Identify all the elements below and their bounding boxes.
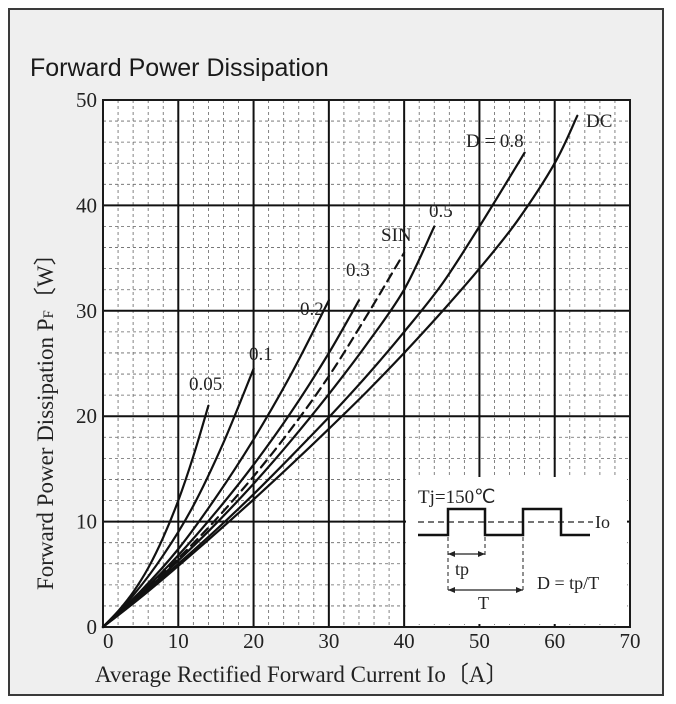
series-line-5	[101, 225, 436, 629]
series-line-7	[101, 114, 579, 629]
y-tick-label: 30	[76, 299, 97, 323]
y-axis-label: Forward Power Dissipation PF〔W〕	[33, 242, 58, 590]
x-tick-labels: 0 10 20 30 40 50 60 70	[103, 629, 641, 653]
y-tick-label: 10	[76, 510, 97, 534]
y-tick-label: 0	[87, 615, 98, 639]
inset-io-label: Io	[595, 512, 610, 532]
series-line-6	[101, 151, 526, 629]
inset-pulse-waveform	[418, 507, 590, 537]
inset-t-arrowhead-left	[448, 587, 455, 593]
series-line-1	[101, 367, 255, 629]
duty-cycle-inset: Tj=150℃ Io tp T D = tp/T	[406, 477, 627, 624]
inset-tp-arrowhead-right	[478, 551, 485, 557]
series-label-sin: SIN	[381, 225, 412, 246]
chart-title: Forward Power Dissipation	[30, 54, 329, 82]
series-lines	[101, 114, 579, 629]
y-tick-label: 40	[76, 193, 97, 217]
series-label-0.5: 0.5	[429, 201, 453, 222]
inset-duty-formula: D = tp/T	[537, 573, 599, 593]
x-tick-label: 60	[544, 629, 565, 653]
series-line-3	[101, 299, 361, 629]
y-tick-label: 50	[76, 88, 97, 112]
series-line-2	[101, 299, 330, 629]
x-tick-label: 30	[318, 629, 339, 653]
y-tick-label: 20	[76, 404, 97, 428]
inset-temperature-label: Tj=150℃	[418, 487, 495, 508]
inset-background	[406, 477, 627, 624]
x-tick-label: 10	[168, 629, 189, 653]
inset-t-arrowhead-right	[516, 587, 523, 593]
x-tick-label: 20	[243, 629, 264, 653]
plot-border	[102, 99, 631, 628]
series-label-dc: DC	[586, 111, 612, 132]
x-tick-label: 40	[394, 629, 415, 653]
x-tick-label: 0	[103, 629, 114, 653]
y-tick-labels: 0 10 20 30 40 50	[76, 88, 97, 639]
series-label-0.1: 0.1	[249, 344, 273, 365]
series-label-0.2: 0.2	[300, 299, 324, 320]
inset-period-label: T	[478, 593, 489, 613]
x-tick-label: 50	[469, 629, 490, 653]
series-label-0.05: 0.05	[189, 374, 222, 395]
inset-tp-arrowhead-left	[448, 551, 455, 557]
series-label-d08: D = 0.8	[466, 131, 524, 152]
x-tick-label: 70	[620, 629, 641, 653]
series-label-0.3: 0.3	[346, 260, 370, 281]
x-axis-label: Average Rectified Forward Current Io〔A〕	[95, 662, 508, 687]
inset-tp-label: tp	[455, 559, 469, 579]
